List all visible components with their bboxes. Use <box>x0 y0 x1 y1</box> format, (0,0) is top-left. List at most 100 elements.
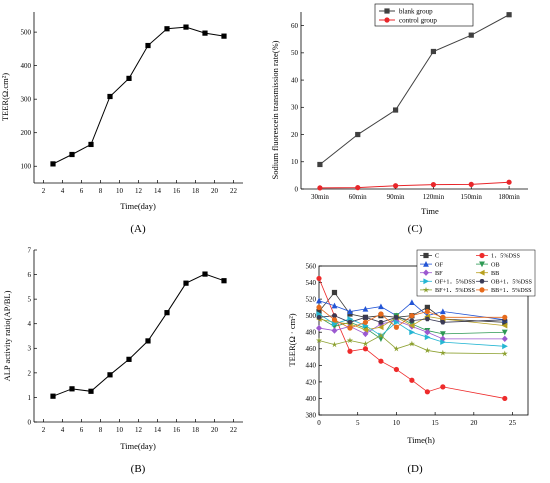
x-tick-label: 22 <box>230 426 238 434</box>
data-point <box>362 330 369 338</box>
data-point <box>126 75 132 81</box>
x-tick-label: 4 <box>61 187 65 195</box>
x-tick-label: 150min <box>461 193 483 201</box>
data-point <box>316 308 322 315</box>
y-tick-label: 1 <box>28 394 32 402</box>
x-axis-label: Time(day) <box>120 201 156 211</box>
data-point <box>439 308 446 315</box>
x-tick-label: 16 <box>173 426 181 434</box>
x-tick-label: 10 <box>393 419 401 427</box>
data-point <box>315 337 323 344</box>
data-point <box>440 384 446 390</box>
legend-marker <box>479 252 485 259</box>
legend-label: blank group <box>399 7 433 15</box>
data-point <box>362 346 369 352</box>
legend-label: OB <box>491 261 500 268</box>
data-point <box>331 317 338 323</box>
data-point <box>430 48 437 55</box>
y-tick-label: 0 <box>295 185 299 193</box>
data-point <box>316 297 322 304</box>
data-point <box>409 318 415 323</box>
data-point <box>362 326 369 333</box>
data-point <box>347 308 353 315</box>
x-tick-label: 6 <box>80 426 84 434</box>
x-tick-label: 14 <box>154 187 162 195</box>
data-point <box>408 340 415 347</box>
y-tick-label: 500 <box>21 29 32 37</box>
data-point <box>506 12 512 18</box>
x-tick-label: 8 <box>99 426 103 434</box>
y-tick-label: 500 <box>306 312 317 320</box>
data-point <box>331 327 338 334</box>
x-tick-label: 16 <box>173 187 181 195</box>
x-tick-label: 30min <box>311 193 329 201</box>
x-tick-label: 18 <box>192 426 200 434</box>
y-tick-label: 7 <box>28 246 32 254</box>
x-tick-label: 180min <box>498 193 520 201</box>
y-tick-label: 400 <box>21 62 32 70</box>
data-point <box>501 350 508 357</box>
data-point <box>331 313 338 318</box>
data-point <box>468 181 474 187</box>
data-point <box>409 377 415 383</box>
panel-label: (B) <box>131 463 146 475</box>
data-point <box>440 320 446 325</box>
y-tick-label: 50 <box>291 49 299 57</box>
y-tick-label: 0 <box>28 418 32 426</box>
legend-label: C <box>435 253 439 260</box>
x-tick-label: 120min <box>423 193 445 201</box>
data-point <box>50 393 56 399</box>
legend-marker <box>423 252 429 259</box>
y-tick-label: 2 <box>28 369 32 377</box>
data-point <box>424 334 431 341</box>
y-tick-label: 6 <box>28 271 32 279</box>
x-tick-label: 4 <box>61 426 65 434</box>
x-tick-label: 6 <box>80 187 84 195</box>
y-tick-label: 380 <box>306 411 317 419</box>
data-point <box>502 343 508 350</box>
x-tick-label: 10 <box>116 187 124 195</box>
data-point <box>424 347 431 354</box>
x-tick-label: 10 <box>116 426 124 434</box>
x-tick-label: 90min <box>387 193 405 201</box>
series-1 <box>50 24 227 167</box>
data-point <box>393 324 400 330</box>
y-tick-label: 20 <box>291 131 299 139</box>
data-point <box>440 339 446 346</box>
series-line <box>318 278 505 399</box>
data-point <box>88 388 94 394</box>
data-point <box>502 395 508 402</box>
series-line <box>318 307 505 329</box>
panel-label: (C) <box>408 223 423 235</box>
data-point <box>164 26 170 32</box>
data-point <box>506 179 512 185</box>
y-tick-label: 3 <box>28 345 32 353</box>
panel-label: (D) <box>407 463 423 475</box>
x-tick-label: 12 <box>135 187 143 195</box>
x-axis-label: Time(day) <box>120 441 156 451</box>
x-tick-label: 60min <box>349 193 367 201</box>
data-point <box>424 316 430 322</box>
y-axis-label: TEER(Ω · cm²) <box>287 313 297 366</box>
data-point <box>221 278 227 284</box>
x-tick-label: 2 <box>42 426 46 434</box>
legend-label: control group <box>399 16 437 24</box>
data-point <box>355 131 361 138</box>
data-point <box>378 320 384 325</box>
y-tick-label: 300 <box>21 96 32 104</box>
series-1 <box>317 12 512 168</box>
legend-label: OF <box>435 261 443 268</box>
data-point <box>440 314 446 320</box>
y-tick-label: 420 <box>306 378 317 386</box>
data-point <box>183 280 189 286</box>
data-point <box>439 331 446 337</box>
series-line <box>52 273 225 397</box>
series-2 <box>317 179 512 191</box>
data-point <box>392 107 399 113</box>
legend-marker <box>423 278 430 285</box>
data-point <box>316 324 322 332</box>
y-tick-label: 200 <box>21 129 32 137</box>
data-point <box>362 319 369 325</box>
y-tick-label: 5 <box>28 296 32 304</box>
